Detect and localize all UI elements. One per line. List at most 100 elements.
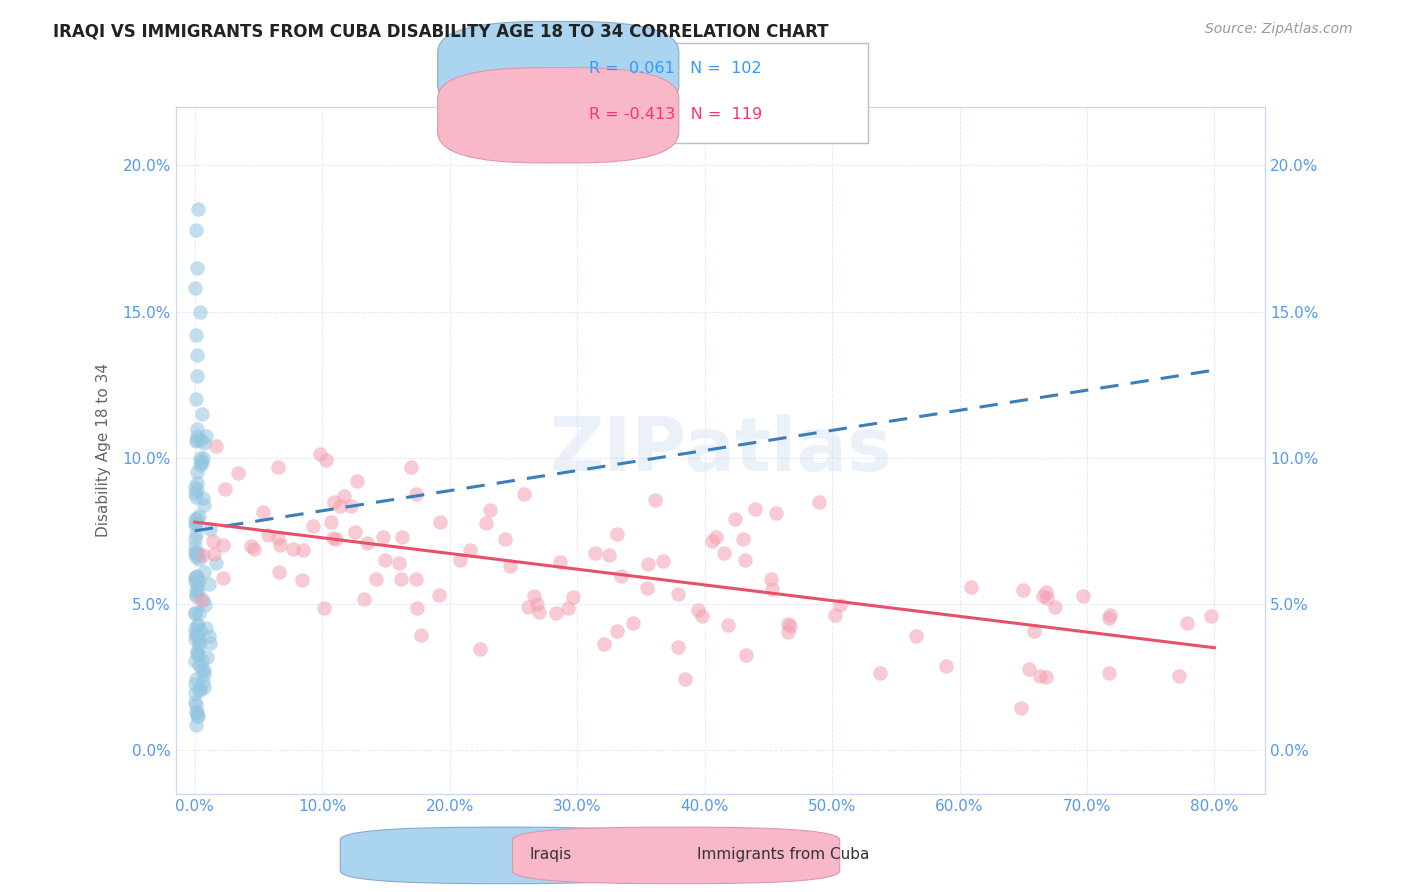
Point [186,569,208,583]
Point [621,615,644,630]
Point [478,503,501,517]
Point [292,542,315,557]
Point [184,589,207,603]
Point [308,447,330,461]
Point [198,577,221,591]
Point [188,509,211,524]
Point [195,429,218,443]
Point [315,453,337,467]
Point [690,609,713,624]
Point [212,539,235,553]
Point [184,606,207,620]
Point [267,565,290,579]
Point [598,548,620,562]
Point [187,630,209,644]
Point [184,392,207,407]
Point [184,512,207,526]
Point [609,568,631,582]
Point [759,572,782,586]
Point [427,588,450,602]
Point [319,515,342,529]
Point [516,600,538,615]
Point [267,531,290,545]
Point [498,559,520,574]
Point [205,556,228,570]
Point [191,457,214,471]
Point [252,505,274,519]
Point [191,663,214,677]
Point [494,532,516,546]
Point [191,548,214,562]
Point [184,532,207,546]
Point [761,582,783,596]
Point [186,349,208,363]
Point [184,516,207,531]
Point [523,589,546,603]
Point [198,522,221,536]
Point [188,682,211,697]
Point [776,625,799,640]
Point [184,517,207,532]
Point [187,551,209,566]
FancyBboxPatch shape [530,43,869,144]
Point [184,695,207,709]
Point [186,549,208,564]
Point [186,705,208,719]
Point [673,672,696,686]
Point [186,647,208,661]
Point [688,603,710,617]
Point [735,648,758,663]
Point [1098,611,1121,625]
Point [724,512,747,526]
Point [1035,584,1057,599]
Point [187,630,209,644]
Point [325,533,347,547]
Point [184,526,207,541]
Text: R = -0.413   N =  119: R = -0.413 N = 119 [589,107,762,122]
Point [184,705,207,719]
Point [188,606,211,620]
Point [184,677,207,691]
Point [808,495,831,509]
Point [184,685,207,699]
Point [214,482,236,496]
Point [188,658,211,673]
Point [190,454,212,468]
Point [188,547,211,561]
Point [186,510,208,524]
Point [652,554,675,568]
Point [257,528,280,542]
Point [1099,607,1122,622]
Point [184,606,207,620]
Point [186,617,208,632]
Point [184,626,207,640]
Point [194,598,217,612]
Y-axis label: Disability Age 18 to 34: Disability Age 18 to 34 [97,363,111,538]
Point [186,260,208,275]
Point [869,665,891,680]
Point [1036,591,1059,605]
Point [186,476,208,491]
Point [346,474,368,488]
Point [198,629,221,643]
Point [1071,590,1094,604]
Point [302,518,325,533]
Point [193,680,215,694]
Point [281,542,304,557]
Point [184,622,207,636]
Point [187,648,209,663]
Point [191,652,214,666]
Point [187,681,209,696]
Point [644,492,666,507]
Point [606,526,628,541]
Point [184,698,207,713]
Point [717,617,740,632]
Point [429,515,451,529]
Point [190,593,212,607]
Point [388,556,411,570]
Point [513,487,536,501]
Point [184,569,207,583]
Point [186,421,208,435]
Point [828,598,851,612]
Point [186,516,208,531]
